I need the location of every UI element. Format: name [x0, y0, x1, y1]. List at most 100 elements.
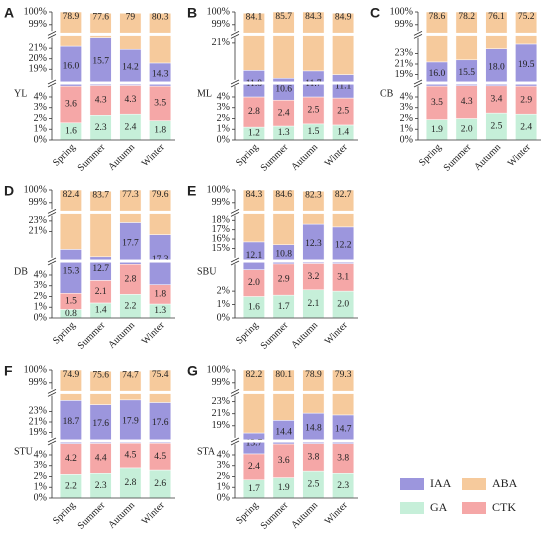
legend-label: CTK: [492, 500, 516, 514]
y-tick-label: 0%: [34, 312, 47, 323]
x-tick-label: Winter: [506, 142, 534, 170]
value-label: 3.1: [337, 273, 349, 283]
value-label: 16.0: [63, 61, 80, 71]
value-label: 2.9: [278, 275, 290, 285]
value-label: 79.3: [335, 370, 352, 380]
y-tick-label: 4%: [34, 449, 47, 460]
axis-break-mark: [413, 31, 423, 36]
value-label: 17.6: [92, 419, 109, 429]
axis-break-mark: [230, 79, 240, 85]
y-tick-label: 1%: [34, 302, 47, 313]
value-label: 3.8: [307, 453, 319, 463]
value-label: 3.5: [154, 99, 166, 109]
value-label: 4.4: [95, 454, 107, 464]
value-label: 3.8: [337, 454, 349, 464]
y-tick-label: 2%: [217, 471, 230, 482]
x-tick-label: Summer: [76, 499, 108, 531]
axis-break-mark: [47, 257, 57, 263]
y-tick-label: 100%: [24, 364, 47, 375]
bar-segment: [119, 189, 142, 223]
value-label: 17.7: [122, 239, 139, 249]
value-label: 2.4: [278, 108, 290, 118]
axis-break-mark: [47, 209, 57, 214]
y-tick-label: 100%: [390, 6, 413, 17]
x-tick-label: Winter: [323, 500, 351, 528]
axis-break-mark: [47, 389, 57, 394]
value-label: 84.1: [246, 13, 263, 23]
axis-break-mark: [230, 260, 240, 266]
value-label: 82.7: [335, 190, 352, 200]
axis-break: [415, 32, 541, 36]
value-label: 15.5: [458, 68, 475, 78]
value-label: 75.2: [518, 12, 535, 22]
axis-break: [49, 210, 175, 214]
value-label: 1.5: [65, 297, 77, 307]
panel-letter: F: [4, 363, 13, 379]
value-label: 1.9: [431, 125, 443, 135]
bar-segment: [59, 189, 82, 250]
bar-segment: [242, 189, 265, 243]
value-label: 2.5: [337, 107, 349, 117]
bar-segment: [242, 369, 265, 434]
x-tick-label: Winter: [323, 142, 351, 170]
value-label: 1.2: [248, 129, 260, 139]
x-tick-label: Summer: [442, 141, 474, 173]
axis-break: [49, 390, 175, 394]
y-tick-label: 1%: [400, 124, 413, 135]
value-label: 78.6: [429, 12, 446, 22]
y-tick-label: 0%: [34, 134, 47, 145]
y-axis-label: SBU: [197, 267, 217, 278]
value-label: 3.2: [307, 272, 319, 282]
panel-letter: B: [187, 5, 197, 21]
axis-break: [232, 390, 358, 394]
value-label: 12.2: [335, 240, 352, 250]
axis-break-mark: [47, 440, 57, 446]
value-label: 14.7: [335, 424, 352, 434]
legend-label: ABA: [492, 476, 518, 490]
x-tick-label: Autumn: [472, 142, 503, 173]
y-tick-label: 23%: [212, 396, 230, 407]
y-tick-label: 19%: [29, 64, 47, 75]
y-tick-label: 4%: [400, 91, 413, 102]
x-tick-label: Winter: [140, 320, 168, 348]
value-label: 2.9: [520, 95, 532, 105]
value-label: 1.8: [154, 290, 166, 300]
y-axis-label: STA: [197, 447, 216, 458]
value-label: 83.7: [92, 191, 109, 201]
panel-letter: G: [187, 363, 198, 379]
value-label: 10.6: [275, 84, 292, 94]
y-tick-label: 99%: [212, 197, 230, 208]
y-tick-label: 1%: [217, 482, 230, 493]
y-tick-label: 0%: [34, 492, 47, 503]
panel-letter: E: [187, 183, 196, 199]
value-label: 18.7: [63, 417, 80, 427]
x-tick-label: Autumn: [106, 142, 137, 173]
y-tick-label: 2%: [34, 291, 47, 302]
axis-break: [232, 32, 358, 36]
y-tick-label: 2%: [34, 113, 47, 124]
value-label: 2.4: [248, 462, 260, 472]
value-label: 2.0: [337, 300, 349, 310]
axis-break-mark: [230, 34, 240, 39]
value-label: 18.0: [488, 62, 505, 72]
axis-break: [49, 81, 175, 85]
legend-label: IAA: [430, 476, 452, 490]
y-tick-label: 2%: [217, 285, 230, 296]
value-label: 12.3: [305, 239, 322, 249]
bar-segment: [59, 11, 82, 47]
value-label: 1.6: [65, 127, 77, 137]
axis-break-mark: [413, 82, 423, 88]
value-label: 85.7: [275, 12, 292, 22]
value-label: 14.2: [122, 62, 139, 72]
y-tick-label: 100%: [24, 184, 47, 195]
y-tick-label: 1%: [34, 124, 47, 135]
value-label: 78.9: [63, 12, 80, 22]
x-tick-label: Autumn: [289, 320, 320, 351]
value-label: 17.9: [122, 417, 139, 427]
value-label: 0.8: [65, 309, 77, 319]
panel-letter: C: [370, 5, 380, 21]
axis-break: [49, 259, 175, 263]
y-tick-label: 21%: [29, 226, 47, 237]
value-label: 2.2: [124, 301, 136, 311]
y-tick-label: 4%: [217, 449, 230, 460]
